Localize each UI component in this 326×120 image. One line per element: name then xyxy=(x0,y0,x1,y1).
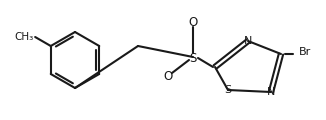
Text: S: S xyxy=(224,85,231,95)
Text: Br: Br xyxy=(299,47,311,57)
Text: O: O xyxy=(163,71,173,84)
Text: N: N xyxy=(267,87,275,97)
Text: CH₃: CH₃ xyxy=(14,32,33,42)
Text: N: N xyxy=(244,36,252,46)
Text: S: S xyxy=(189,51,197,65)
Text: O: O xyxy=(188,15,198,29)
